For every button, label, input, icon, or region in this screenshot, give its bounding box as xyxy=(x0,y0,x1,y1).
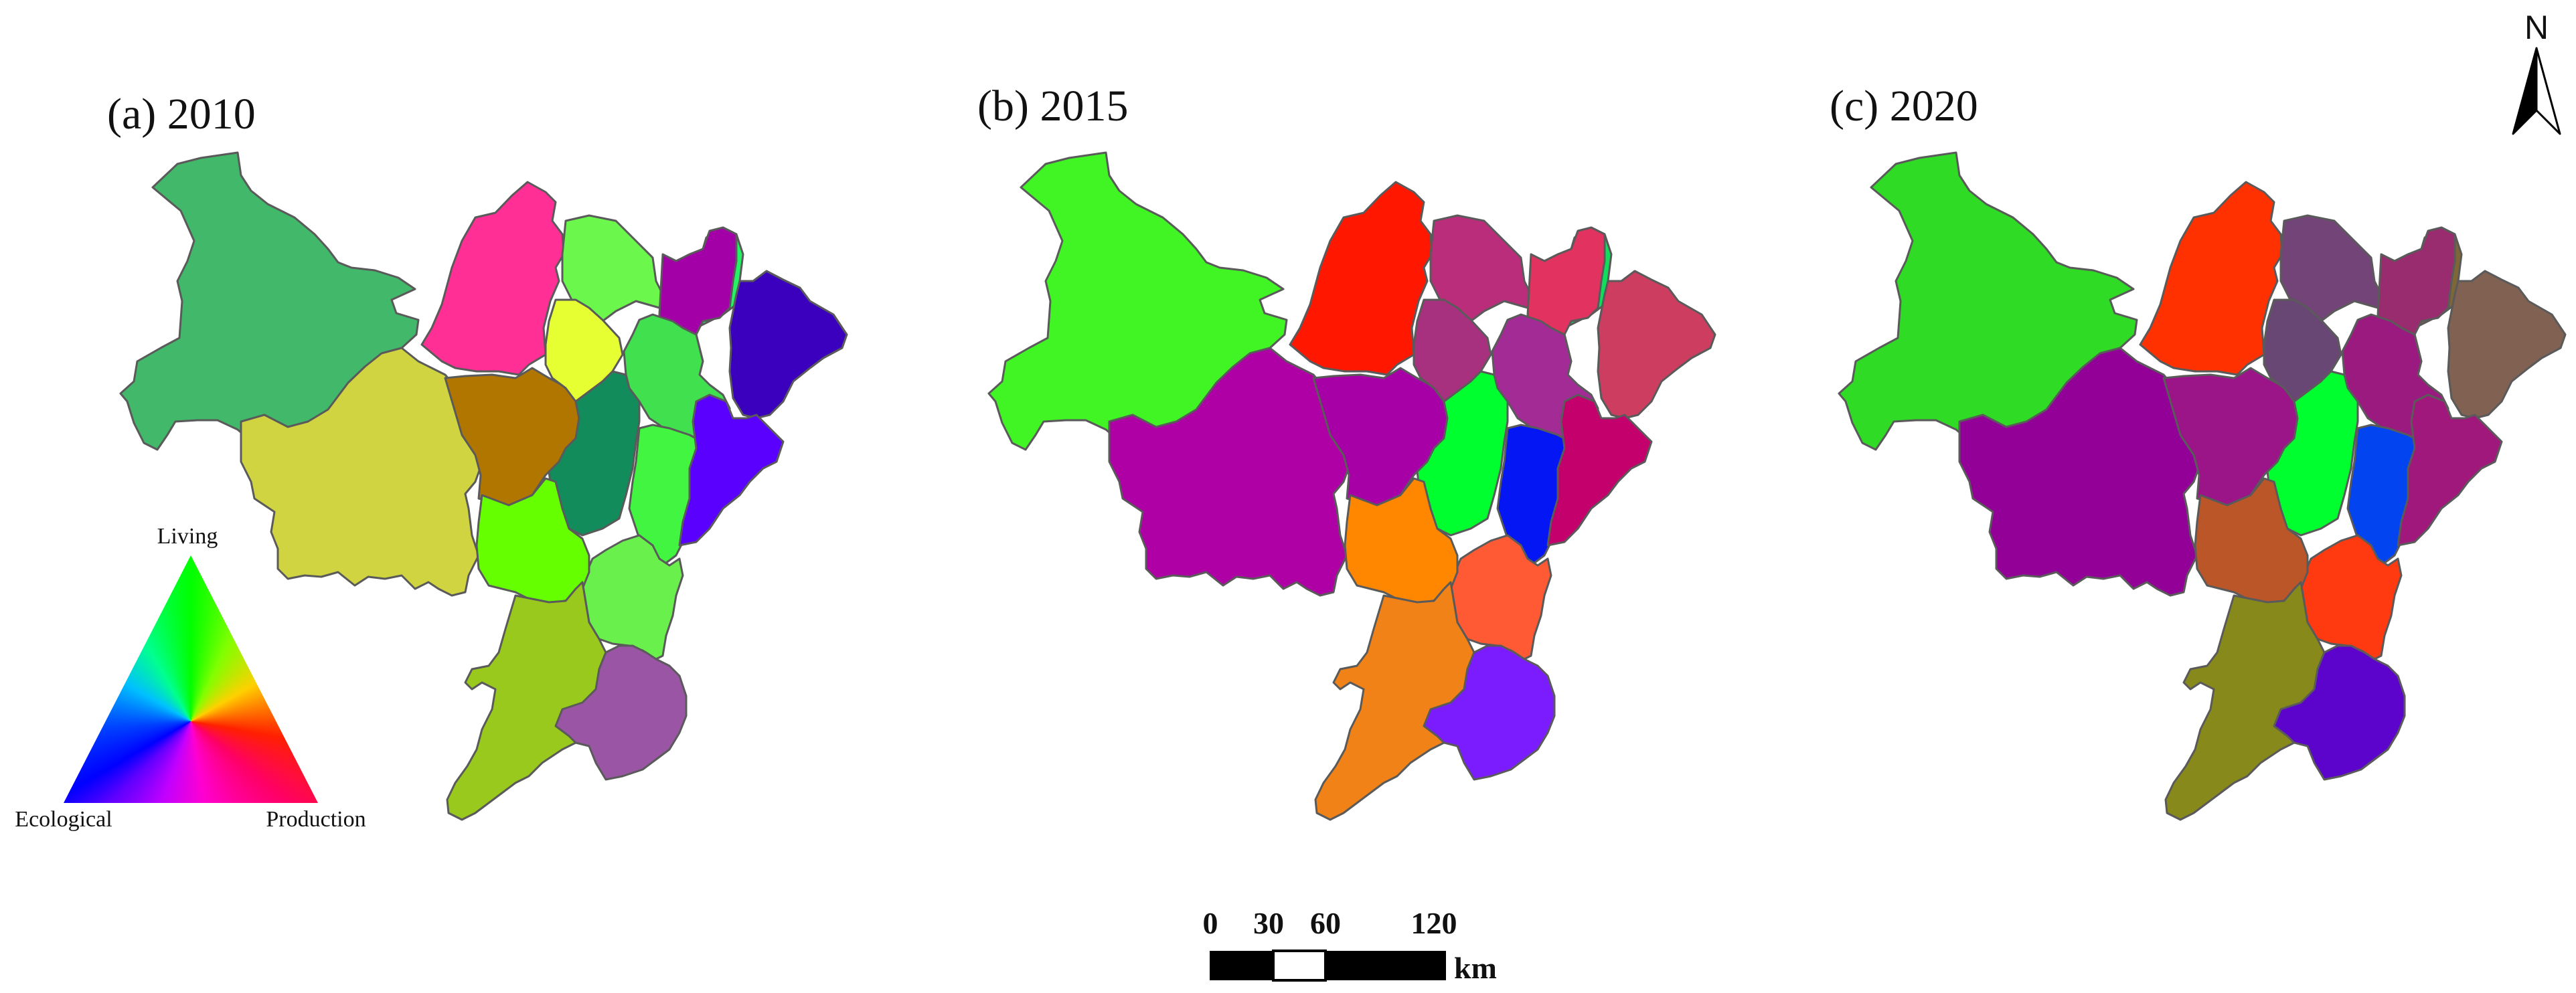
scale-tick-120: 120 xyxy=(1411,906,1457,940)
map-2020 xyxy=(1838,151,2567,821)
region-13 xyxy=(1546,393,1653,547)
ternary-color-legend: Living Ecological Production xyxy=(15,524,366,832)
scale-tick-30: 30 xyxy=(1253,906,1284,940)
region-9 xyxy=(1597,270,1716,420)
legend-label-ecological: Ecological xyxy=(15,807,112,832)
north-arrow-icon: N xyxy=(2512,9,2561,135)
region-16 xyxy=(446,581,607,821)
north-label: N xyxy=(2524,9,2549,46)
region-5 xyxy=(1429,214,1532,323)
scale-tick-0: 0 xyxy=(1203,906,1218,940)
region-9 xyxy=(728,270,848,420)
region-5 xyxy=(561,214,664,323)
ternary-gradient-triangle xyxy=(64,555,318,803)
scale-unit: km xyxy=(1454,951,1497,985)
region-13 xyxy=(2397,393,2503,547)
legend-label-production: Production xyxy=(266,807,366,832)
region-2 xyxy=(1108,347,1355,597)
region-3 xyxy=(2139,181,2283,376)
scale-bar-segment xyxy=(1210,951,1273,980)
scale-tick-60: 60 xyxy=(1310,906,1341,940)
region-2 xyxy=(240,347,487,597)
region-16 xyxy=(1314,581,1475,821)
scale-bar-segment xyxy=(1325,951,1446,980)
region-16 xyxy=(2164,581,2326,821)
region-9 xyxy=(2447,270,2567,420)
scale-bar-segment xyxy=(1272,950,1327,982)
panel-title-2015: (b) 2015 xyxy=(977,82,1128,130)
region-17 xyxy=(554,644,688,781)
panel-title-2020: (c) 2020 xyxy=(1830,82,1978,130)
scale-bar: 0 30 60 120 km xyxy=(1203,906,1497,985)
region-3 xyxy=(420,181,565,376)
region-11 xyxy=(548,370,641,537)
region-5 xyxy=(2279,214,2383,323)
region-17 xyxy=(2273,644,2406,781)
legend-label-living: Living xyxy=(157,524,218,549)
map-2010 xyxy=(119,151,848,821)
region-2 xyxy=(1958,347,2205,597)
region-13 xyxy=(678,393,785,547)
region-11 xyxy=(2266,370,2359,537)
map-2015 xyxy=(987,151,1716,821)
region-11 xyxy=(1416,370,1509,537)
panel-title-2010: (a) 2010 xyxy=(107,90,256,139)
region-3 xyxy=(1289,181,1433,376)
region-17 xyxy=(1423,644,1556,781)
